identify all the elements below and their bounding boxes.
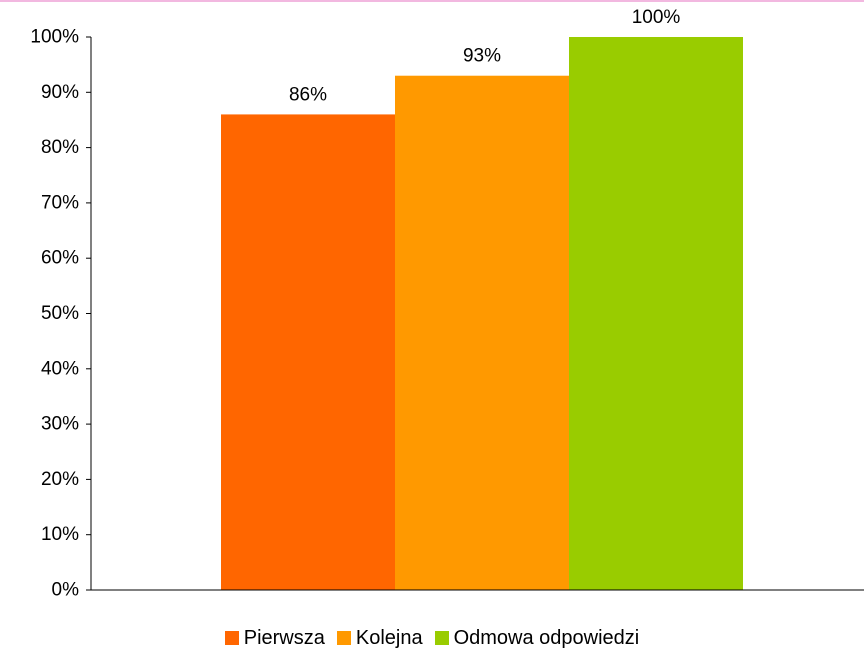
legend-label: Pierwsza xyxy=(243,626,325,649)
data-label: 86% xyxy=(289,84,327,105)
data-label: 100% xyxy=(632,7,681,28)
bar-pierwsza xyxy=(221,114,395,591)
y-tick-label: 0% xyxy=(52,580,80,601)
y-tick-label: 70% xyxy=(41,192,79,213)
legend-swatch xyxy=(434,631,449,645)
legend-item: Odmowa odpowiedzi xyxy=(434,626,640,650)
bar-kolejna xyxy=(395,75,569,590)
legend-item: Pierwsza xyxy=(224,626,325,650)
legend-label: Kolejna xyxy=(355,626,423,649)
y-tick-label: 20% xyxy=(41,469,79,490)
y-tick-label: 50% xyxy=(41,303,79,324)
y-tick-label: 100% xyxy=(30,27,79,48)
legend-swatch xyxy=(336,631,351,645)
legend-label: Odmowa odpowiedzi xyxy=(453,626,640,649)
legend: Pierwsza Kolejna Odmowa odpowiedzi xyxy=(0,626,864,650)
bar-odmowa-odpowiedzi xyxy=(569,37,743,590)
legend-swatch xyxy=(224,631,239,645)
y-tick-label: 80% xyxy=(41,137,79,158)
y-tick-label: 40% xyxy=(41,358,79,379)
y-tick-label: 90% xyxy=(41,82,79,103)
data-labels: 86% 93% 100% xyxy=(289,7,680,105)
data-label: 93% xyxy=(463,46,501,67)
y-tick-label: 60% xyxy=(41,248,79,269)
y-tick-label: 30% xyxy=(41,414,79,435)
top-border xyxy=(0,0,864,2)
y-tick-label: 10% xyxy=(41,524,79,545)
legend-item: Kolejna xyxy=(336,626,423,650)
bars xyxy=(221,37,743,591)
y-axis-ticks: 0% 10% 20% 30% 40% 50% 60% 70% 80% 90% 100% xyxy=(30,27,91,601)
